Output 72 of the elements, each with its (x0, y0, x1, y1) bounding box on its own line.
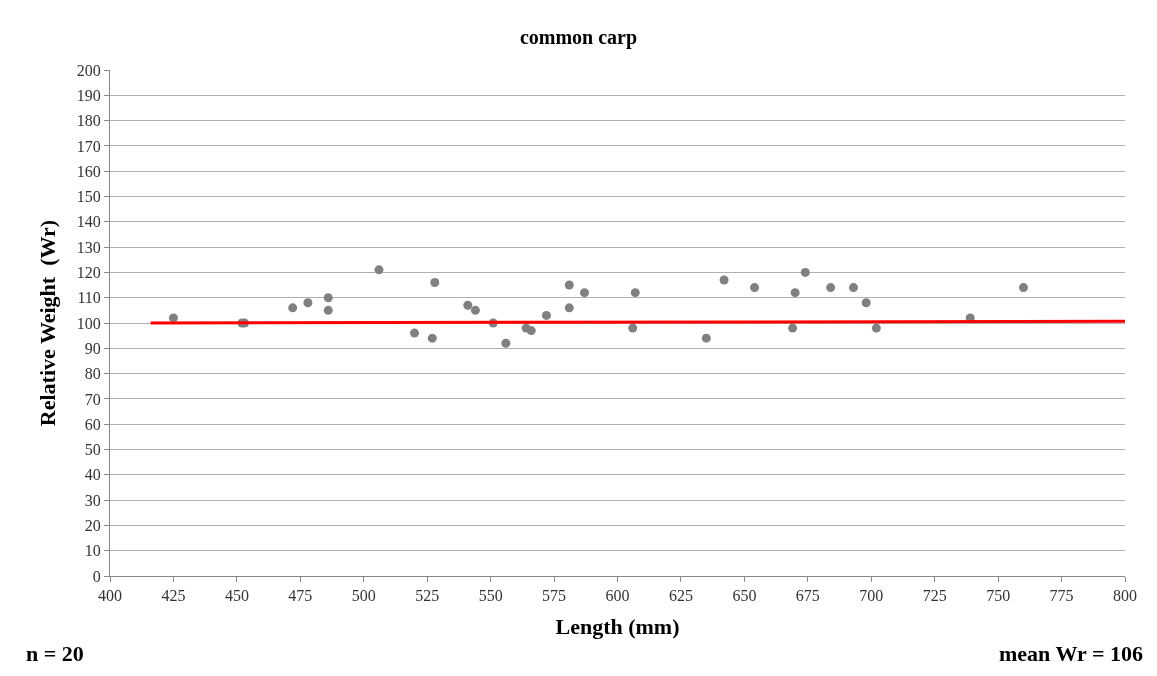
y-tick-label: 0 (92, 567, 101, 585)
y-tick-label: 80 (84, 365, 101, 383)
x-tick-label: 775 (1049, 587, 1074, 605)
point (750, 283, 760, 293)
y-tick-label: 190 (76, 86, 101, 104)
x-tick-label: 800 (1113, 587, 1137, 605)
text: mean Wr = 106 (999, 641, 1143, 666)
y-tick-label: 10 (84, 542, 101, 560)
y-axis-title: Relative Weight (Wr) (34, 219, 60, 427)
point (1019, 283, 1028, 293)
point (501, 338, 511, 348)
y-tick-label: 140 (76, 213, 101, 231)
y-tick-label: 30 (84, 491, 101, 509)
point (463, 300, 473, 310)
point (323, 305, 333, 315)
x-tick-label: 525 (415, 587, 440, 605)
point (701, 333, 711, 343)
y-tick-label: 70 (84, 390, 101, 408)
y-tick-label: 120 (76, 264, 101, 281)
y-tick-label: 110 (77, 289, 101, 307)
x-tick-label: 425 (161, 587, 186, 605)
point (374, 265, 384, 275)
point (541, 310, 551, 320)
x-tick-label: 600 (605, 587, 630, 605)
y-tick-label: 170 (76, 137, 101, 155)
point (871, 323, 881, 333)
point (861, 298, 871, 308)
point (526, 326, 536, 336)
y-tick-label: 40 (84, 466, 101, 484)
text: n = 20 (26, 641, 84, 666)
x-tick-label: 725 (922, 587, 947, 605)
x-tick-label: 450 (224, 587, 249, 605)
x-tick-label: 475 (288, 587, 313, 605)
y-tick-label: 100 (76, 314, 101, 332)
y-tick-label: 180 (76, 112, 101, 130)
x-tick-label: 400 (98, 587, 122, 605)
x-tick-label: 650 (732, 587, 757, 605)
x-axis-title: Length (mm) (555, 614, 680, 640)
y-tick-label: 130 (76, 238, 101, 256)
y-tick-label: 20 (84, 517, 101, 534)
point (430, 278, 440, 288)
x-tick-label: 500 (351, 587, 376, 605)
point (630, 288, 640, 298)
y-tick-label: 200 (76, 61, 101, 79)
x-tick-label: 700 (859, 587, 884, 605)
chart-title: common carp (519, 26, 638, 50)
point (719, 275, 729, 285)
point (564, 303, 574, 313)
y-tick-label: 60 (84, 415, 101, 433)
point (826, 283, 836, 293)
y-tick-label: 160 (76, 162, 101, 180)
x-tick-label: 675 (795, 587, 820, 605)
point (788, 323, 798, 333)
x-tick-label: 750 (986, 587, 1011, 605)
point (564, 280, 574, 290)
y-tick-label: 150 (76, 188, 101, 206)
point (790, 288, 800, 298)
x-tick-label: 550 (478, 587, 503, 605)
point (410, 328, 419, 338)
y-tick-label: 90 (84, 339, 101, 357)
x-tick-label: 625 (668, 587, 693, 605)
point (427, 333, 437, 343)
y-tick-label: 50 (84, 441, 101, 459)
point (303, 298, 313, 308)
point (288, 303, 298, 313)
point (800, 267, 810, 277)
point (628, 323, 638, 333)
point (580, 288, 590, 298)
point (470, 305, 480, 315)
point (848, 283, 858, 293)
point (323, 293, 333, 303)
x-tick-label: 575 (542, 587, 567, 605)
